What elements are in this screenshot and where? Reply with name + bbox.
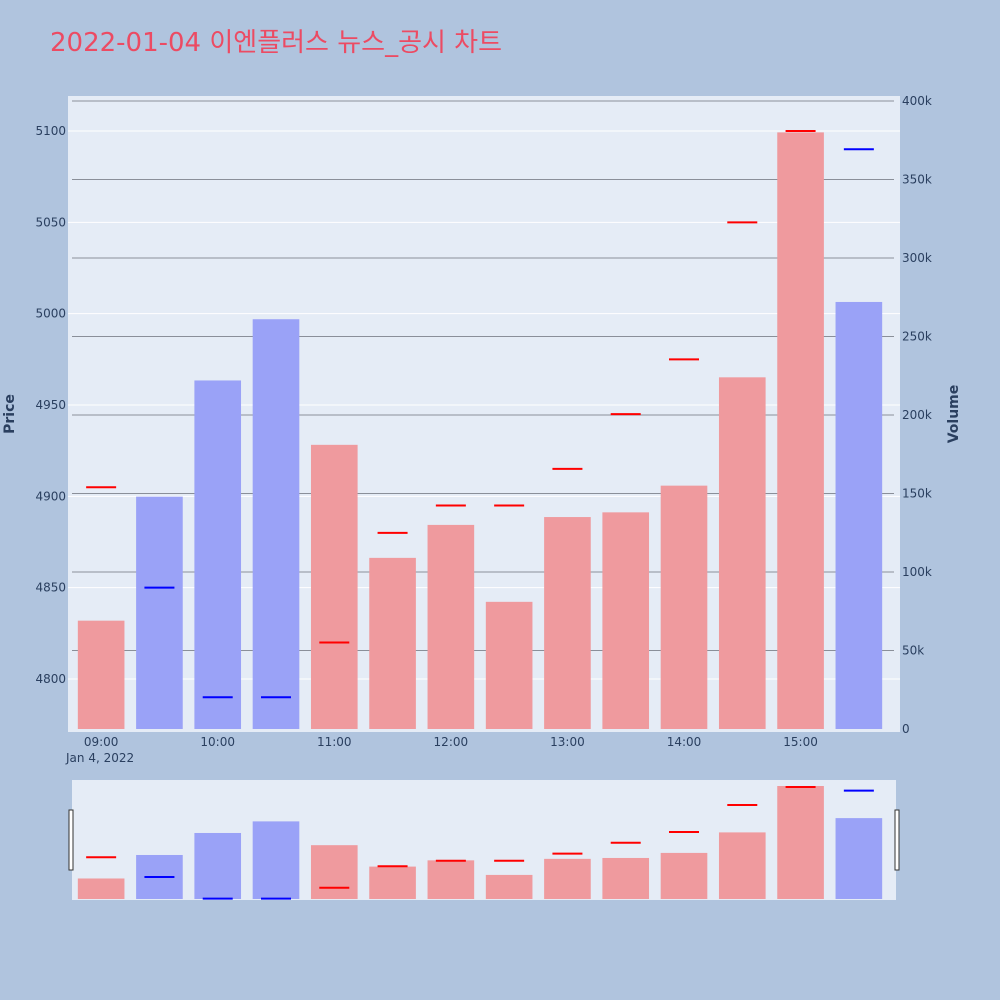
chart-title: 2022-01-04 이엔플러스 뉴스_공시 차트 bbox=[50, 28, 503, 58]
y-right-tick-label: 0 bbox=[902, 722, 910, 736]
y-right-tick-label: 350k bbox=[902, 173, 932, 187]
y-right-tick-label: 50k bbox=[902, 644, 924, 658]
volume-bar bbox=[136, 496, 183, 729]
x-tick-label: 09:00 bbox=[84, 735, 119, 749]
main-plot-background bbox=[68, 96, 900, 732]
mini-volume-bar bbox=[660, 852, 708, 899]
y-right-tick-label: 300k bbox=[902, 251, 932, 265]
x-tick-label: 14:00 bbox=[667, 735, 702, 749]
y-left-tick-label: 5100 bbox=[35, 124, 66, 138]
y-left-tick-label: 4950 bbox=[35, 398, 66, 412]
volume-bar bbox=[252, 319, 300, 729]
y-right-tick-label: 400k bbox=[902, 94, 932, 108]
range-slider-preview bbox=[77, 786, 883, 900]
y-left-tick-label: 4900 bbox=[35, 489, 66, 503]
volume-bar bbox=[777, 132, 824, 729]
y-right-tick-label: 100k bbox=[902, 565, 932, 579]
volume-bar bbox=[602, 512, 650, 729]
mini-volume-bar bbox=[194, 832, 242, 899]
volume-bar bbox=[485, 601, 533, 729]
volume-bar bbox=[427, 524, 475, 729]
volume-bar bbox=[835, 301, 883, 729]
volume-bar bbox=[718, 377, 766, 729]
mini-volume-bar bbox=[718, 832, 766, 899]
y-right-tick-label: 200k bbox=[902, 408, 932, 422]
volume-bar bbox=[369, 557, 416, 729]
y-left-tick-label: 4800 bbox=[35, 672, 66, 686]
x-axis-date-label: Jan 4, 2022 bbox=[65, 751, 134, 765]
axis-labels: 09:00 10:00 11:00 12:00 13:00 14:00 15:00 bbox=[84, 735, 818, 749]
mini-volume-bar bbox=[427, 860, 475, 899]
y-right-tick-label: 250k bbox=[902, 330, 932, 344]
volume-bar bbox=[660, 485, 708, 729]
volume-bar bbox=[310, 444, 358, 729]
x-tick-label: 12:00 bbox=[434, 735, 469, 749]
mini-volume-bar bbox=[485, 874, 533, 899]
range-slider-left-handle[interactable] bbox=[68, 809, 74, 871]
price-ticks bbox=[86, 130, 874, 699]
x-tick-label: 11:00 bbox=[317, 735, 352, 749]
x-tick-label: 13:00 bbox=[550, 735, 585, 749]
range-slider-right-handle[interactable] bbox=[894, 809, 900, 871]
mini-volume-bar bbox=[310, 845, 358, 899]
mini-volume-bar bbox=[77, 878, 125, 899]
mini-volume-bar bbox=[544, 858, 591, 899]
mini-volume-bar bbox=[777, 786, 824, 899]
volume-bars bbox=[77, 132, 883, 729]
volume-bar bbox=[544, 517, 591, 729]
mini-volume-bar bbox=[369, 866, 416, 899]
x-tick-label: 10:00 bbox=[200, 735, 235, 749]
x-tick-label: 15:00 bbox=[783, 735, 818, 749]
y-left-tick-label: 4850 bbox=[35, 581, 66, 595]
volume-bar bbox=[194, 380, 242, 729]
y-right-axis-title: Volume bbox=[946, 385, 962, 444]
volume-bar bbox=[77, 620, 125, 729]
y-left-tick-label: 5050 bbox=[35, 215, 66, 229]
mini-volume-bar bbox=[835, 818, 883, 899]
y-left-tick-label: 5000 bbox=[35, 307, 66, 321]
mini-volume-bar bbox=[252, 821, 300, 899]
y-left-axis-title: Price bbox=[2, 394, 18, 434]
mini-volume-bar bbox=[602, 857, 650, 899]
y-right-tick-label: 150k bbox=[902, 487, 932, 501]
